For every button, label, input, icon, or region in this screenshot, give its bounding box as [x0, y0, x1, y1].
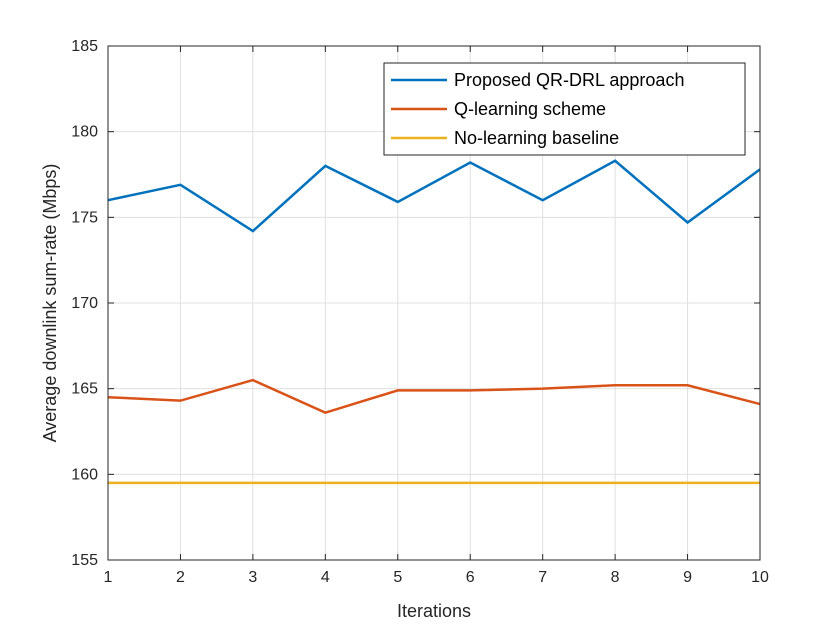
y-tick-label: 175: [71, 209, 98, 226]
x-tick-label: 5: [393, 569, 402, 586]
legend-label-0: Proposed QR-DRL approach: [454, 70, 684, 90]
legend-label-1: Q-learning scheme: [454, 99, 606, 119]
x-tick-label: 9: [683, 569, 692, 586]
y-tick-label: 185: [71, 38, 98, 55]
y-tick-label: 160: [71, 466, 98, 483]
x-tick-label: 7: [538, 569, 547, 586]
y-tick-label: 155: [71, 552, 98, 569]
legend: Proposed QR-DRL approach Q-learning schem…: [383, 62, 746, 156]
series-lines: [107, 159, 761, 485]
x-tick-label: 6: [466, 569, 475, 586]
x-tick-label: 10: [751, 569, 769, 586]
y-axis-label: Average downlink sum-rate (Mbps): [40, 164, 60, 443]
x-tick-label: 8: [611, 569, 620, 586]
y-tick-label: 170: [71, 295, 98, 312]
x-tick-label: 1: [104, 569, 113, 586]
y-tick-label: 165: [71, 381, 98, 398]
series-line-1: [107, 378, 761, 414]
x-tick-label: 4: [321, 569, 330, 586]
tick-labels: 1 2 3 4 5 6 7 8 9 10 155 160 165 170 175 180 185: [71, 38, 769, 586]
x-axis-label: Iterations: [397, 601, 471, 621]
x-tick-label: 2: [176, 569, 185, 586]
y-tick-label: 180: [71, 124, 98, 141]
ticks: [107, 45, 761, 561]
legend-label-2: No-learning baseline: [454, 128, 619, 148]
series-line-0: [107, 159, 761, 233]
x-tick-label: 3: [248, 569, 257, 586]
